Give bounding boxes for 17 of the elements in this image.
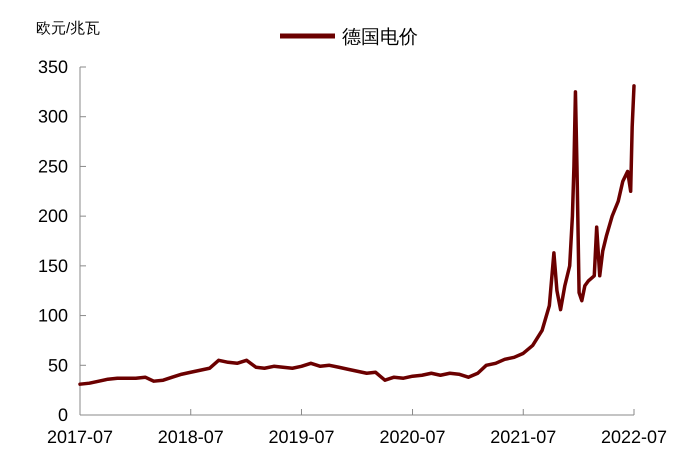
y-tick-label: 300 — [38, 106, 68, 127]
x-tick-label: 2020-07 — [379, 427, 446, 447]
y-tick-label: 150 — [38, 256, 68, 276]
y-tick-label: 250 — [38, 156, 68, 176]
x-tick-label: 2022-07 — [600, 427, 668, 447]
y-tick-label: 100 — [38, 306, 68, 326]
x-tick-label: 2021-07 — [490, 427, 556, 447]
legend-label: 德国电价 — [342, 27, 418, 48]
line-series — [78, 84, 636, 386]
y-tick-label: 0 — [58, 405, 68, 425]
y-tick-label: 200 — [38, 206, 68, 226]
y-tick-label: 350 — [38, 57, 68, 77]
x-tick-label: 2019-07 — [268, 427, 335, 447]
y-tick-label: 50 — [48, 355, 68, 376]
x-tick-label: 2017-07 — [46, 427, 114, 447]
x-tick-label: 2018-07 — [158, 427, 224, 447]
y-axis-title: 欧元/兆瓦 — [36, 20, 100, 37]
